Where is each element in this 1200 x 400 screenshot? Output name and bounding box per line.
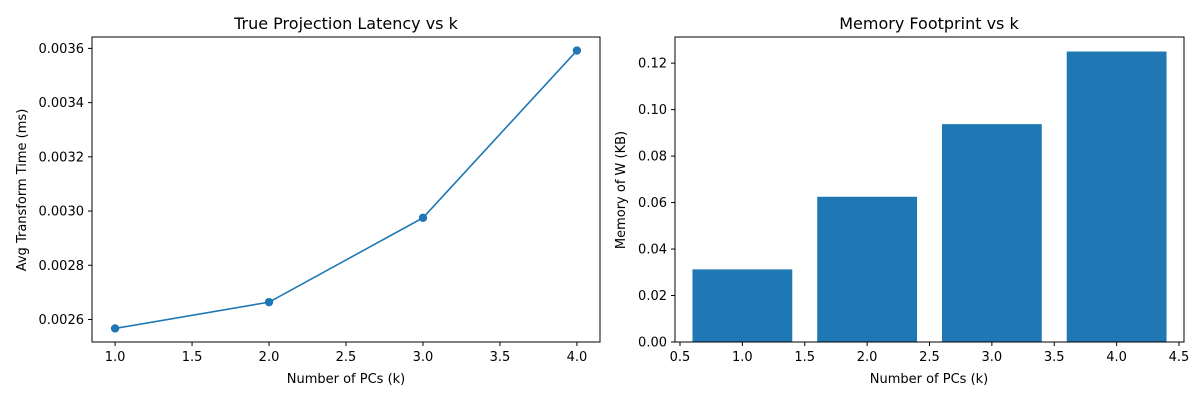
y-tick-label: 0.12	[638, 57, 667, 72]
x-tick-label: 4.0	[1106, 350, 1127, 365]
y-tick-label: 0.10	[638, 103, 667, 118]
data-point	[264, 297, 274, 307]
x-tick-label: 3.0	[413, 350, 434, 365]
y-tick-label: 0.0036	[39, 42, 85, 57]
y-tick-label: 0.0028	[39, 259, 85, 274]
series-line	[114, 50, 578, 330]
x-axis-label: Number of PCs (k)	[870, 372, 989, 387]
x-tick-label: 1.0	[732, 350, 753, 365]
x-tick-label: 3.5	[490, 350, 511, 365]
y-tick-label: 0.02	[638, 289, 667, 304]
data-point	[572, 46, 582, 55]
chart-title: Memory Footprint vs k	[839, 14, 1019, 33]
x-tick-label: 4.0	[567, 350, 588, 365]
y-tick-label: 0.06	[638, 196, 667, 211]
bar	[941, 124, 1042, 343]
chart-title: True Projection Latency vs k	[233, 14, 458, 33]
x-tick-label: 2.0	[259, 350, 280, 365]
x-tick-label: 2.0	[857, 350, 878, 365]
y-tick-label: 0.08	[638, 150, 667, 165]
y-axis-label: Avg Transform Time (ms)	[15, 109, 30, 272]
bar	[1066, 51, 1167, 343]
x-tick-label: 1.0	[105, 350, 126, 365]
y-tick-label: 0.00	[638, 336, 667, 351]
bar	[817, 196, 918, 342]
x-axis-label: Number of PCs (k)	[287, 372, 406, 387]
x-tick-label: 3.5	[1044, 350, 1065, 365]
y-tick-label: 0.04	[638, 243, 667, 258]
y-axis-label: Memory of W (KB)	[614, 131, 629, 249]
plot-frame	[91, 36, 601, 343]
x-tick-label: 2.5	[336, 350, 357, 365]
bar	[692, 269, 793, 342]
x-tick-label: 0.5	[670, 350, 691, 365]
x-tick-label: 3.0	[982, 350, 1003, 365]
latency-chart: True Projection Latency vs k Number of P…	[15, 14, 601, 387]
x-tick-label: 4.5	[1169, 350, 1190, 365]
memory-chart: Memory Footprint vs k Number of PCs (k) …	[614, 14, 1189, 387]
data-point	[418, 213, 428, 223]
y-tick-label: 0.0032	[39, 150, 85, 165]
x-tick-label: 1.5	[182, 350, 203, 365]
x-tick-label: 2.5	[919, 350, 940, 365]
y-tick-label: 0.0030	[39, 205, 85, 220]
y-tick-label: 0.0034	[39, 96, 85, 111]
x-tick-label: 1.5	[794, 350, 815, 365]
data-point	[110, 324, 120, 333]
y-tick-label: 0.0026	[39, 313, 85, 328]
